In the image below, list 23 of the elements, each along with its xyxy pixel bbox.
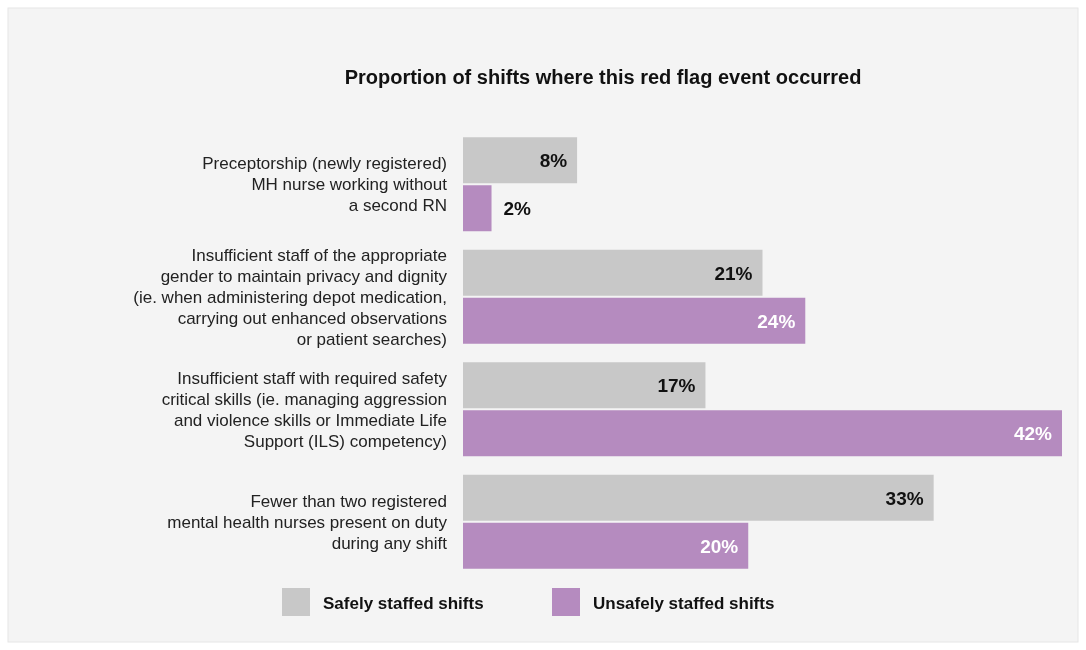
bar (463, 522, 749, 569)
data-label: 21% (714, 262, 753, 284)
bar (463, 249, 763, 296)
chart-title: Proportion of shifts where this red flag event occurred (344, 66, 862, 88)
y-tick-label: Fewer than two registered mental health nurses present on duty during any shift (167, 491, 448, 553)
data-label: 8% (539, 150, 568, 172)
data-label: 24% (757, 310, 796, 332)
data-label: 42% (1013, 423, 1053, 445)
data-label: 2% (503, 198, 532, 220)
y-tick-label: Insufficient staff of the appropriate gender to maintain privacy and dignity (ie. when administering depot medication, carrying out enhanced observations or patient searches) (133, 245, 448, 349)
y-tick-label: Insufficient staff with required safety critical skills (ie. managing aggression and violence skills or Immediate Life Support (ILS) competency) (161, 368, 448, 451)
bar (463, 410, 1062, 457)
bar (463, 474, 934, 521)
data-label: 17% (657, 375, 696, 397)
bar (463, 297, 806, 344)
data-label: 33% (885, 487, 924, 509)
legend-label: Unsafely staffed shifts (593, 594, 775, 613)
y-tick-label: Preceptorship (newly registered) MH nurse working without a second RN (202, 154, 448, 216)
bar (463, 362, 706, 409)
bar (463, 185, 492, 232)
bar (463, 137, 578, 184)
data-label: 20% (700, 535, 739, 557)
legend-label: Safely staffed shifts (323, 594, 484, 613)
